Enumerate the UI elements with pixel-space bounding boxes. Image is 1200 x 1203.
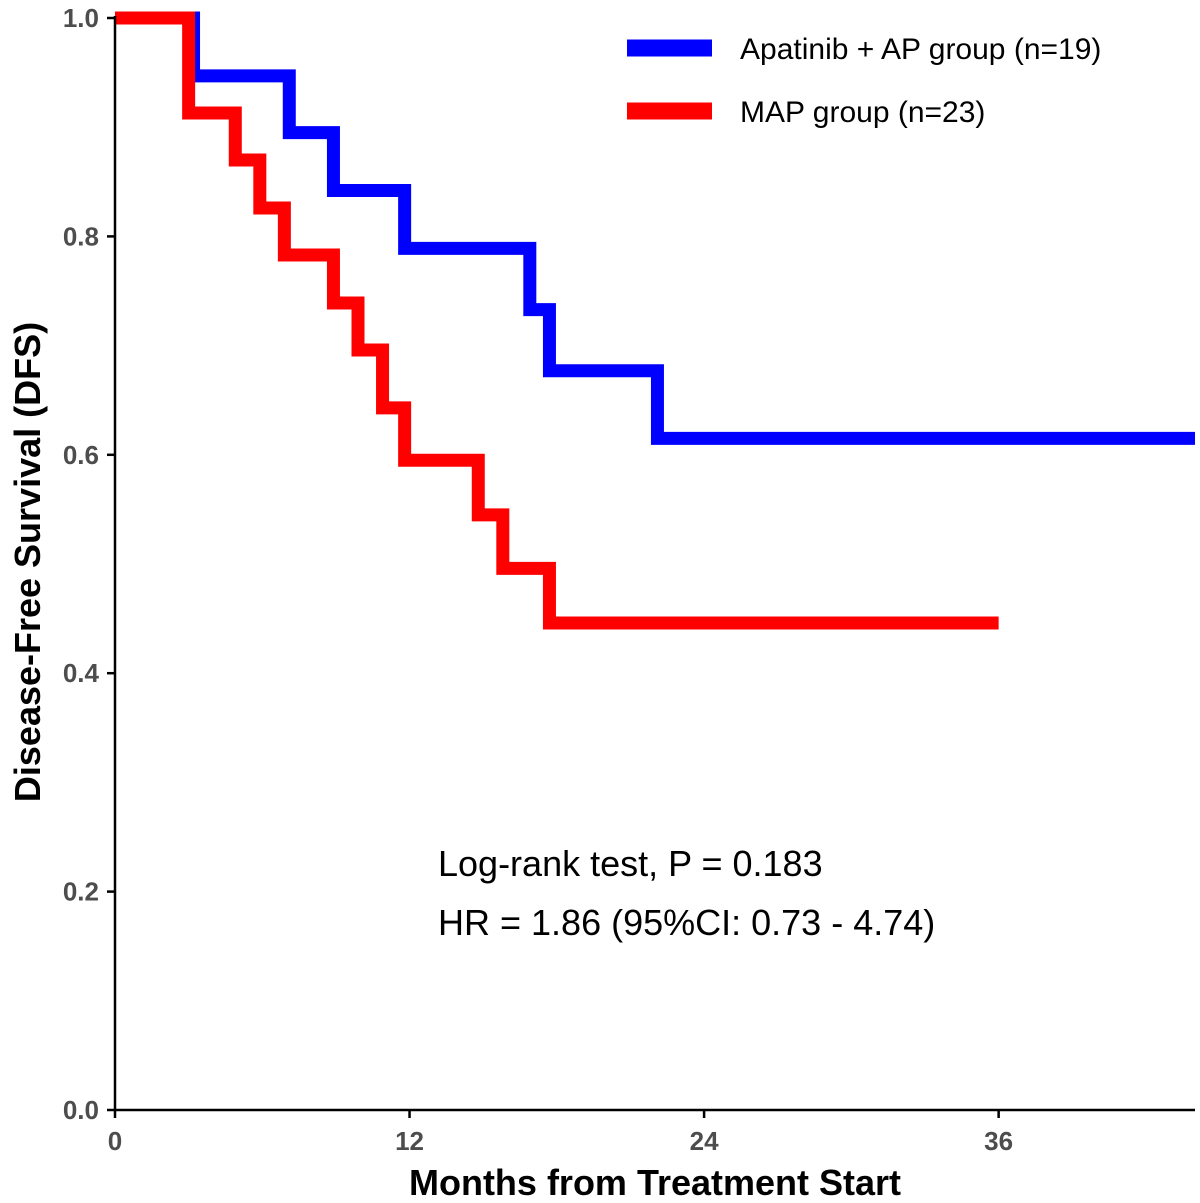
- x-axis-title: Months from Treatment Start: [409, 1162, 901, 1203]
- x-tick-label: 36: [984, 1126, 1013, 1156]
- survival-curve-apatinib-ap: [115, 11, 1195, 445]
- x-tick-label: 24: [690, 1126, 719, 1156]
- logrank-annotation: Log-rank test, P = 0.183: [438, 843, 823, 884]
- x-tick-label: 0: [108, 1126, 122, 1156]
- y-tick-label: 0.8: [63, 221, 99, 251]
- legend: Apatinib + AP group (n=19) MAP group (n=…: [627, 33, 1101, 129]
- y-tick-label: 1.0: [63, 3, 99, 33]
- axis-ticks: 0.0 0.2 0.4 0.6 0.8 1.0 0 12 24 36: [63, 3, 1013, 1156]
- y-tick-label: 0.0: [63, 1095, 99, 1125]
- legend-label-apatinib: Apatinib + AP group (n=19): [740, 33, 1101, 66]
- y-tick-label: 0.6: [63, 440, 99, 470]
- hazard-ratio-annotation: HR = 1.86 (95%CI: 0.73 - 4.74): [438, 902, 935, 943]
- plot-area: [115, 11, 1195, 630]
- legend-label-map: MAP group (n=23): [740, 96, 985, 129]
- y-tick-label: 0.4: [63, 658, 100, 688]
- y-axis-title: Disease-Free Survival (DFS): [7, 322, 48, 802]
- survival-curve-map: [115, 11, 999, 630]
- y-tick-label: 0.2: [63, 877, 99, 907]
- x-tick-label: 12: [395, 1126, 424, 1156]
- axes: [113, 16, 1195, 1112]
